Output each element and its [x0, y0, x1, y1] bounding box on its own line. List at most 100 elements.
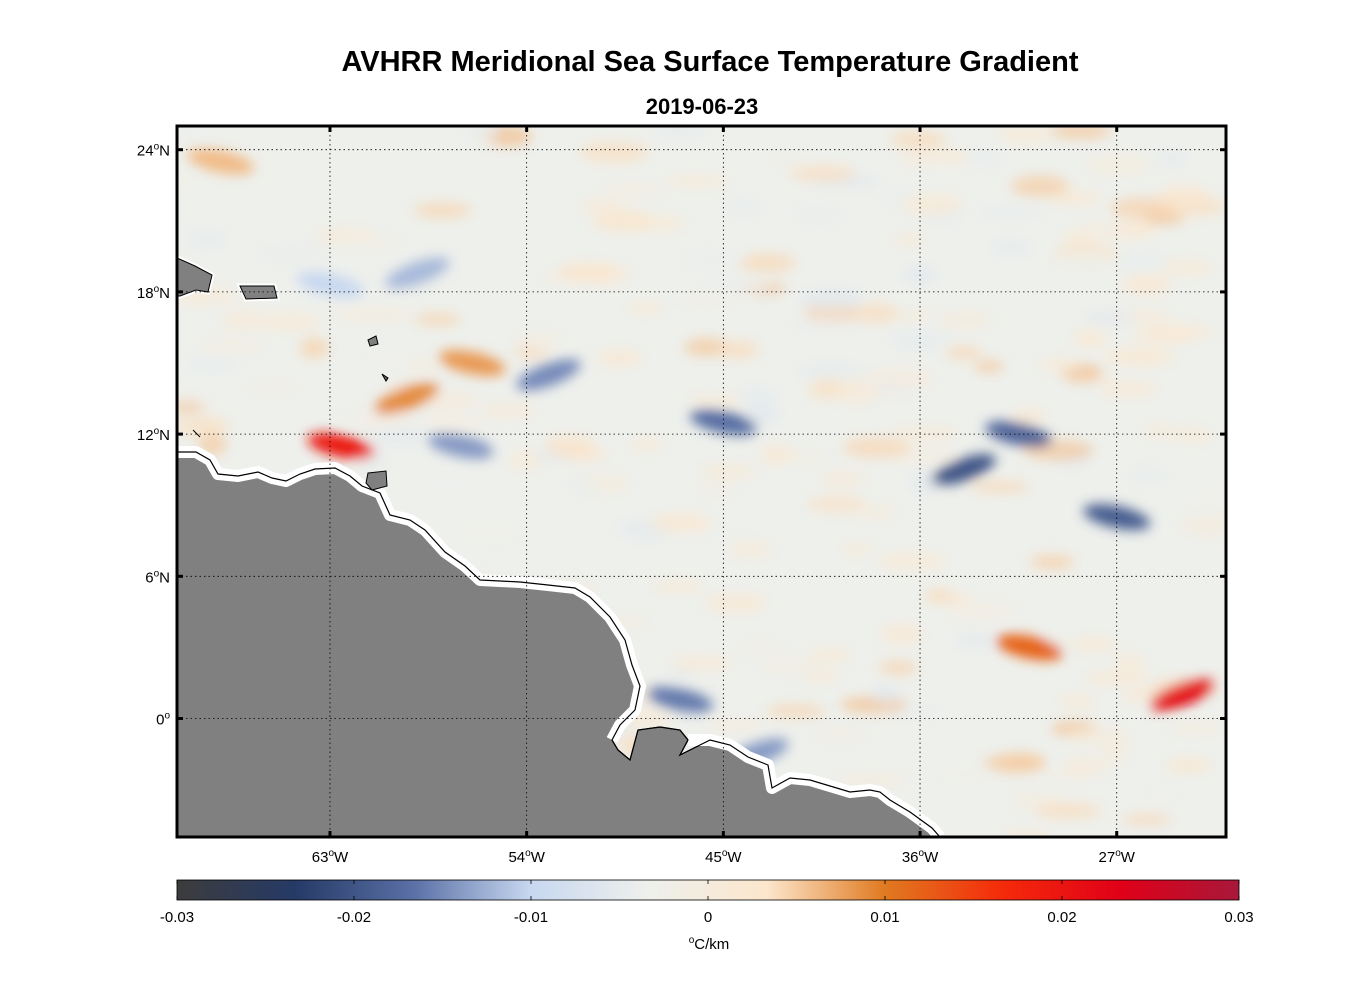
gradient-texture: [897, 310, 931, 321]
chart-date: 2019-06-23: [645, 94, 759, 119]
gradient-texture: [579, 197, 624, 216]
gradient-texture: [1011, 175, 1070, 197]
gradient-texture: [722, 196, 761, 217]
gradient-texture: [978, 207, 1043, 219]
gradient-texture: [800, 670, 840, 684]
gradient-feature: [995, 634, 1063, 661]
gradient-texture: [365, 426, 428, 445]
gradient-texture: [879, 660, 918, 675]
gradient-texture: [772, 151, 802, 171]
gradient-feature: [1083, 504, 1151, 530]
gradient-texture: [974, 360, 1004, 373]
gradient-texture: [965, 153, 1002, 165]
gradient-texture: [940, 764, 986, 785]
gradient-texture: [1167, 722, 1224, 734]
gradient-texture: [1182, 488, 1226, 509]
lat-tick-label: 0o: [156, 711, 170, 729]
gradient-texture: [808, 379, 847, 400]
gradient-texture: [948, 600, 1017, 621]
gradient-texture: [299, 337, 329, 359]
colorbar-tick-label: 0: [703, 909, 713, 926]
gradient-texture: [1059, 695, 1095, 708]
gradient-texture: [425, 414, 484, 431]
gradient-texture: [1034, 803, 1101, 819]
gradient-texture: [1119, 252, 1170, 274]
gradient-texture: [1020, 519, 1052, 537]
gradient-texture: [1134, 325, 1199, 344]
gradient-texture: [678, 293, 740, 304]
gradient-texture: [1038, 357, 1081, 373]
colorbar-tick-label: 0.02: [1047, 909, 1077, 926]
gradient-texture: [1158, 186, 1209, 204]
gradient-texture: [717, 340, 760, 359]
tick-marks: [177, 126, 1226, 837]
gradient-texture: [738, 253, 796, 273]
gradient-texture: [1101, 742, 1130, 764]
gradient-texture: [652, 581, 703, 592]
gradient-texture: [917, 160, 988, 182]
gradient-texture: [1074, 329, 1107, 348]
gradient-feature: [427, 433, 495, 459]
lat-tick-label: 24oN: [137, 142, 170, 160]
lat-tick-label: 6oN: [145, 568, 170, 586]
gradient-feature: [985, 421, 1052, 447]
gradient-texture: [863, 133, 892, 147]
gradient-texture: [222, 312, 270, 329]
gradient-texture: [971, 481, 1030, 493]
lat-tick-label: 18oN: [137, 284, 170, 302]
gradient-texture: [809, 647, 853, 664]
gradient-texture: [852, 505, 896, 520]
gradient-texture: [189, 358, 238, 371]
lon-tick-label: 45oW: [705, 848, 742, 866]
gradient-texture: [1003, 830, 1049, 837]
gradient-feature: [385, 257, 450, 289]
gradient-texture: [700, 463, 757, 480]
gradient-texture: [1165, 759, 1211, 772]
land-trinidad: [365, 470, 388, 491]
gradient-texture: [579, 141, 650, 163]
gradient-texture: [687, 395, 746, 406]
gradient-texture: [1083, 673, 1148, 684]
gradient-texture: [836, 774, 906, 785]
gradient-texture: [1062, 229, 1096, 246]
gradient-texture: [1086, 154, 1152, 176]
gradient-texture: [765, 704, 826, 718]
gradient-texture: [705, 275, 770, 294]
gradient-feature: [374, 382, 439, 415]
gradient-feature: [187, 148, 255, 175]
gradient-texture: [795, 365, 866, 377]
gradient-texture: [1011, 409, 1046, 424]
gradient-texture: [1029, 554, 1075, 570]
gradient-texture: [1104, 347, 1175, 367]
gradient-texture: [1142, 424, 1180, 438]
lat-tick-label: 12oN: [137, 426, 170, 444]
gradient-texture: [789, 166, 857, 182]
gradient-feature: [931, 454, 996, 486]
gradient-texture: [200, 336, 264, 355]
colorbar-unit: oC/km: [688, 935, 730, 953]
gradient-texture: [881, 623, 924, 645]
gradient-texture: [871, 684, 902, 704]
gradient-texture: [480, 401, 537, 419]
colorbar-tick-label: -0.02: [336, 909, 372, 926]
gradient-texture: [903, 194, 962, 215]
gradient-texture: [1178, 514, 1226, 537]
gradient-texture: [1173, 428, 1214, 442]
gradient-texture: [346, 410, 415, 430]
lon-tick-label: 63oW: [312, 848, 349, 866]
gradient-texture: [567, 479, 599, 491]
gradient-texture: [1160, 260, 1214, 275]
gradient-texture: [727, 541, 774, 558]
colorbar-tick-label: 0.01: [870, 909, 900, 926]
lon-tick-label: 27oW: [1099, 848, 1136, 866]
gradient-texture: [706, 720, 763, 731]
gradient-texture: [955, 635, 995, 647]
gradient-texture: [1122, 274, 1170, 295]
gradient-texture: [997, 126, 1052, 145]
gradient-texture: [261, 313, 320, 331]
gradient-texture: [557, 262, 617, 280]
gradient-texture: [807, 496, 868, 513]
gradient-texture: [187, 230, 226, 249]
gradient-texture: [455, 128, 496, 149]
